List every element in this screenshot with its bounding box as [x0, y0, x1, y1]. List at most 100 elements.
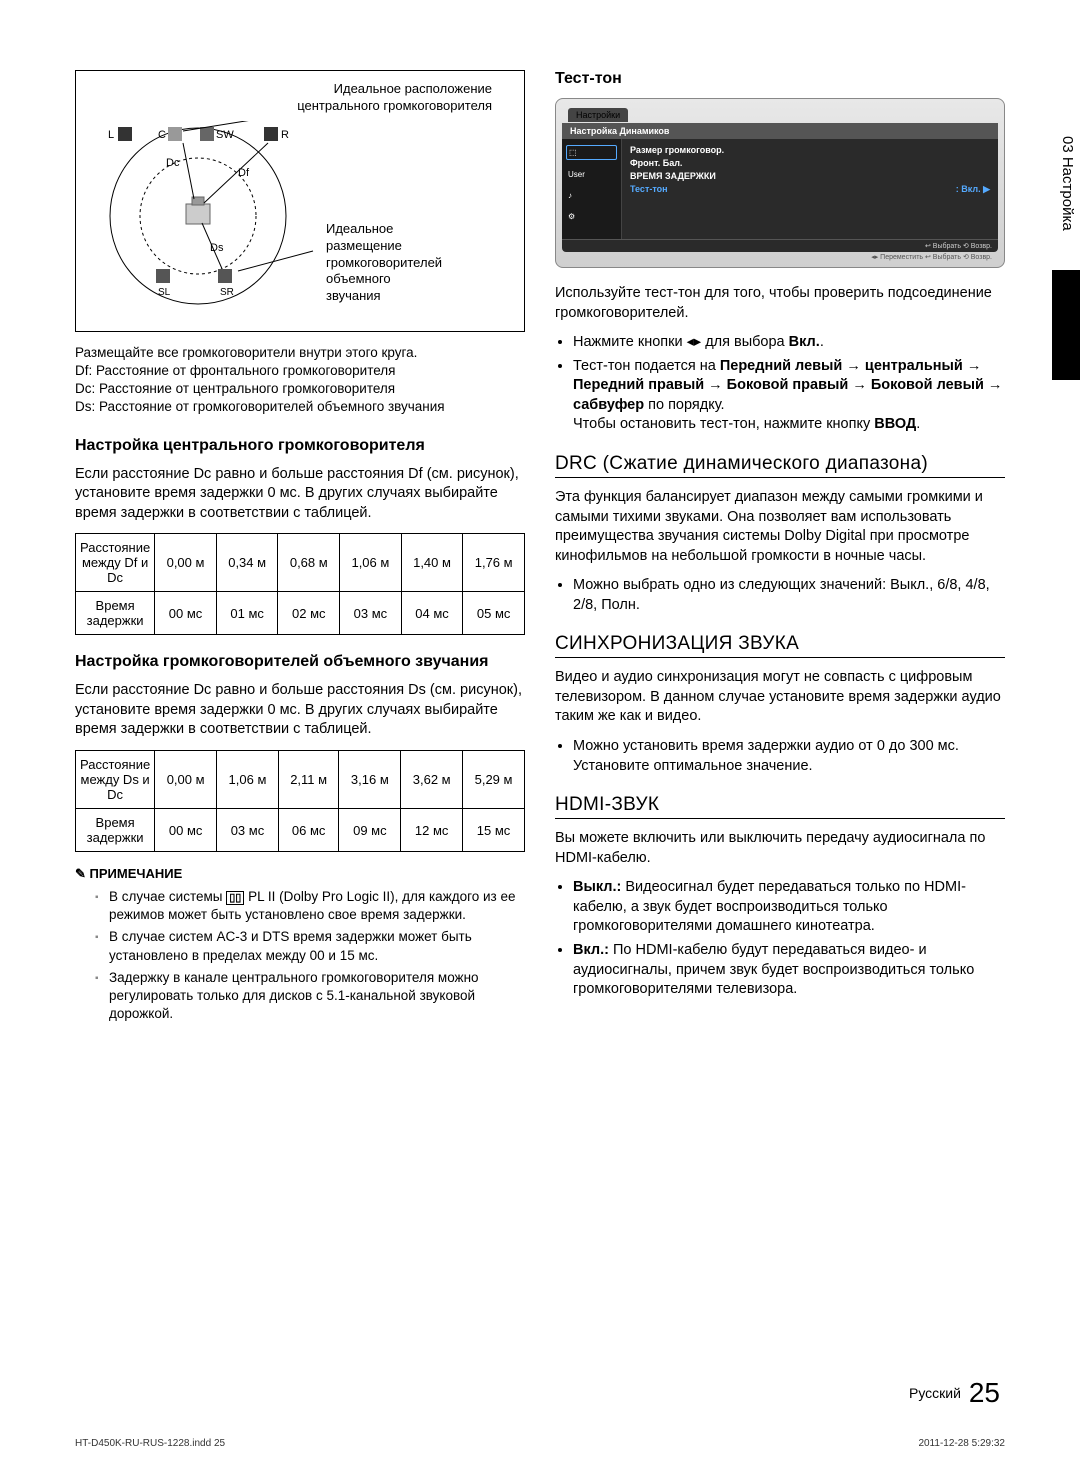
ss-side-icon-2: ♪	[566, 189, 617, 202]
diagram-caption-top: Идеальное расположение центрального гром…	[88, 81, 512, 115]
s-d2: 2,11 м	[278, 751, 339, 809]
surround-text: Если расстояние Dc равно и больше рассто…	[75, 681, 525, 740]
c-d5: 1,76 м	[463, 534, 525, 592]
svg-text:SR: SR	[220, 287, 234, 298]
ss-side-user: User	[566, 168, 617, 181]
note-1: В случае системы ▯▯ PL II (Dolby Pro Log…	[95, 888, 525, 924]
s-t0: 00 мс	[155, 809, 217, 852]
print-right: 2011-12-28 5:29:32	[918, 1438, 1005, 1449]
left-column: Идеальное расположение центрального гром…	[75, 70, 525, 1028]
svg-text:R: R	[281, 129, 289, 141]
svg-text:Dc: Dc	[166, 157, 180, 169]
testtone-heading: Тест-тон	[555, 70, 1005, 88]
central-text: Если расстояние Dc равно и больше рассто…	[75, 465, 525, 524]
hdmi-bullets: Выкл.: Видеосигнал будет передаваться то…	[555, 878, 1005, 999]
ss-title: Настройка Динамиков	[562, 123, 998, 139]
s-t4: 12 мс	[401, 809, 463, 852]
sync-text: Видео и аудио синхронизация могут не сов…	[555, 668, 1005, 727]
c-t1: 01 мс	[216, 592, 278, 635]
s-t5: 15 мс	[463, 809, 525, 852]
under1: Размещайте все громкоговорители внутри э…	[75, 344, 525, 362]
central-heading: Настройка центрального громкоговорителя	[75, 437, 525, 455]
s-d4: 3,62 м	[401, 751, 463, 809]
hdmi-heading: HDMI-ЗВУК	[555, 794, 1005, 819]
svg-text:C: C	[158, 129, 166, 141]
drc-text: Эта функция балансирует диапазон между с…	[555, 488, 1005, 566]
page-footer: Русский 25	[909, 1377, 1000, 1409]
surround-table: Расстояние между Ds и Dc 0,00 м 1,06 м 2…	[75, 750, 525, 852]
ss-side-icon-1: ⬚	[566, 145, 617, 160]
drc-b1: Можно выбрать одно из следующих значений…	[573, 576, 1005, 615]
tt-b1: Нажмите кнопки ◂▸ для выбора Вкл..	[573, 333, 1005, 353]
c-row1-head: Расстояние между Df и Dc	[76, 534, 155, 592]
svg-text:Ds: Ds	[210, 242, 224, 254]
ss-sidebar: ⬚ User ♪ ⚙	[562, 139, 622, 239]
svg-text:L: L	[108, 129, 114, 141]
note-heading: ✎ ПРИМЕЧАНИЕ	[75, 866, 525, 882]
s-t3: 09 мс	[339, 809, 401, 852]
footer-page: 25	[969, 1377, 1000, 1408]
s-d1: 1,06 м	[217, 751, 279, 809]
svg-text:Df: Df	[238, 167, 250, 179]
sync-b1: Можно установить время задержки аудио от…	[573, 737, 1005, 776]
speaker-diagram-box: Идеальное расположение центрального гром…	[75, 70, 525, 332]
tt-b2: Тест-тон подается на Передний левый → це…	[573, 357, 1005, 435]
s-t2: 06 мс	[278, 809, 339, 852]
ss-foot1: ↩ Выбрать ⟲ Возвр.	[562, 239, 998, 252]
osd-screenshot: Настройки Настройка Динамиков ⬚ User ♪ ⚙…	[555, 98, 1005, 268]
ss-r1: Размер громкоговор.	[630, 145, 990, 155]
svg-text:SW: SW	[216, 129, 234, 141]
under4: Ds: Расстояние от громкоговорителей объе…	[75, 398, 525, 416]
dolby-icon: ▯▯	[226, 891, 244, 905]
caption-top-2: центрального громкоговорителя	[297, 98, 492, 113]
c-d3: 1,06 м	[340, 534, 402, 592]
diagram-legend: Размещайте все громкоговорители внутри э…	[75, 344, 525, 417]
ss-tab: Настройки	[568, 108, 628, 122]
speaker-diagram: L C SW R Dc Df Ds SL SR	[88, 121, 318, 321]
print-left: HT-D450K-RU-RUS-1228.indd 25	[75, 1438, 225, 1449]
s-d3: 3,16 м	[339, 751, 401, 809]
ss-r2: Фронт. Бал.	[630, 158, 990, 168]
c-row2-head: Время задержки	[76, 592, 155, 635]
central-table: Расстояние между Df и Dc 0,00 м 0,34 м 0…	[75, 533, 525, 635]
note-list: В случае системы ▯▯ PL II (Dolby Pro Log…	[75, 888, 525, 1024]
c-t4: 04 мс	[401, 592, 463, 635]
right-column: Тест-тон Настройки Настройка Динамиков ⬚…	[555, 70, 1005, 1028]
ss-foot2: ◂▸ Переместить ↩ Выбрать ⟲ Возвр.	[562, 252, 998, 261]
c-d4: 1,40 м	[401, 534, 463, 592]
s-row1-head: Расстояние между Ds и Dc	[76, 751, 155, 809]
s-d5: 5,29 м	[463, 751, 525, 809]
hdmi-text: Вы можете включить или выключить передач…	[555, 829, 1005, 868]
c-t0: 00 мс	[155, 592, 217, 635]
hdmi-b2: Вкл.: По HDMI-кабелю будут передаваться …	[573, 941, 1005, 1000]
sync-heading: СИНХРОНИЗАЦИЯ ЗВУКА	[555, 633, 1005, 658]
s-t1: 03 мс	[217, 809, 279, 852]
page-content: Идеальное расположение центрального гром…	[0, 0, 1080, 1068]
c-d2: 0,68 м	[278, 534, 340, 592]
c-t2: 02 мс	[278, 592, 340, 635]
s-row2-head: Время задержки	[76, 809, 155, 852]
svg-text:SL: SL	[158, 287, 171, 298]
testtone-bullets: Нажмите кнопки ◂▸ для выбора Вкл.. Тест-…	[555, 333, 1005, 435]
testtone-text: Используйте тест-тон для того, чтобы про…	[555, 284, 1005, 323]
under3: Dc: Расстояние от центрального громкогов…	[75, 380, 525, 398]
caption-top-1: Идеальное расположение	[334, 81, 492, 96]
surround-heading: Настройка громкоговорителей объемного зв…	[75, 653, 525, 671]
side-black-bar	[1052, 270, 1080, 380]
hdmi-b1: Выкл.: Видеосигнал будет передаваться то…	[573, 878, 1005, 937]
footer-lang: Русский	[909, 1385, 961, 1401]
c-t3: 03 мс	[340, 592, 402, 635]
s-d0: 0,00 м	[155, 751, 217, 809]
drc-heading: DRC (Сжатие динамического диапазона)	[555, 453, 1005, 478]
ss-r3: ВРЕМЯ ЗАДЕРЖКИ	[630, 171, 990, 181]
under2: Df: Расстояние от фронтального громкогов…	[75, 362, 525, 380]
c-d1: 0,34 м	[216, 534, 278, 592]
c-d0: 0,00 м	[155, 534, 217, 592]
print-footer: HT-D450K-RU-RUS-1228.indd 25 2011-12-28 …	[75, 1438, 1005, 1449]
ss-r4: Тест-тон: Вкл. ▶	[630, 184, 990, 195]
drc-bullets: Можно выбрать одно из следующих значений…	[555, 576, 1005, 615]
diagram-caption-side: Идеальное размещение громкоговорителей о…	[326, 221, 446, 305]
ss-side-icon-3: ⚙	[566, 210, 617, 223]
note-2: В случае систем AC-3 и DTS время задержк…	[95, 928, 525, 964]
side-tab: 03 Настройка	[1055, 130, 1080, 237]
